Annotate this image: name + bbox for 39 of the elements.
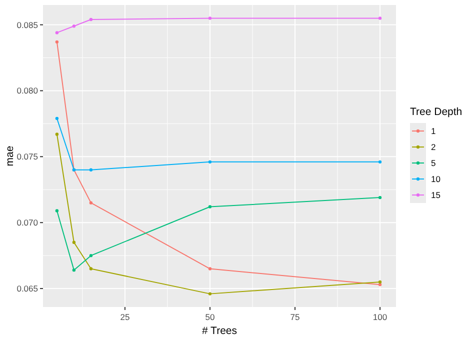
x-tick-label: 100 bbox=[372, 312, 388, 322]
point bbox=[378, 196, 382, 200]
point bbox=[55, 40, 59, 44]
point bbox=[55, 31, 59, 34]
point bbox=[89, 254, 93, 258]
point bbox=[72, 24, 76, 28]
point bbox=[55, 116, 59, 120]
point bbox=[55, 132, 59, 136]
point bbox=[208, 205, 212, 208]
point bbox=[208, 292, 212, 296]
point bbox=[55, 209, 59, 212]
point bbox=[378, 160, 382, 164]
point bbox=[378, 16, 382, 20]
legend-label: 1 bbox=[431, 126, 436, 136]
point bbox=[89, 18, 93, 22]
x-tick-label: 25 bbox=[120, 312, 130, 322]
legend-label: 10 bbox=[431, 174, 441, 184]
point bbox=[72, 268, 76, 272]
legend-title: Tree Depth bbox=[410, 106, 462, 118]
point bbox=[208, 160, 212, 164]
point bbox=[72, 240, 76, 244]
legend-label: 15 bbox=[431, 190, 441, 200]
y-tick-label: 0.080 bbox=[16, 86, 38, 96]
y-tick-label: 0.085 bbox=[16, 20, 38, 30]
point bbox=[208, 267, 212, 270]
point bbox=[378, 280, 382, 284]
point bbox=[89, 267, 93, 270]
legend-label: 5 bbox=[431, 158, 436, 168]
point bbox=[89, 201, 93, 204]
y-tick-label: 0.065 bbox=[16, 284, 38, 294]
x-tick-label: 75 bbox=[290, 312, 300, 322]
y-tick-label: 0.075 bbox=[16, 152, 38, 162]
y-tick-label: 0.070 bbox=[16, 218, 38, 228]
x-axis-title: # Trees bbox=[202, 325, 238, 337]
point bbox=[89, 168, 93, 172]
legend-label: 2 bbox=[431, 142, 436, 152]
x-tick-label: 50 bbox=[205, 312, 215, 322]
y-axis-title: mae bbox=[4, 146, 16, 166]
point bbox=[208, 16, 212, 20]
